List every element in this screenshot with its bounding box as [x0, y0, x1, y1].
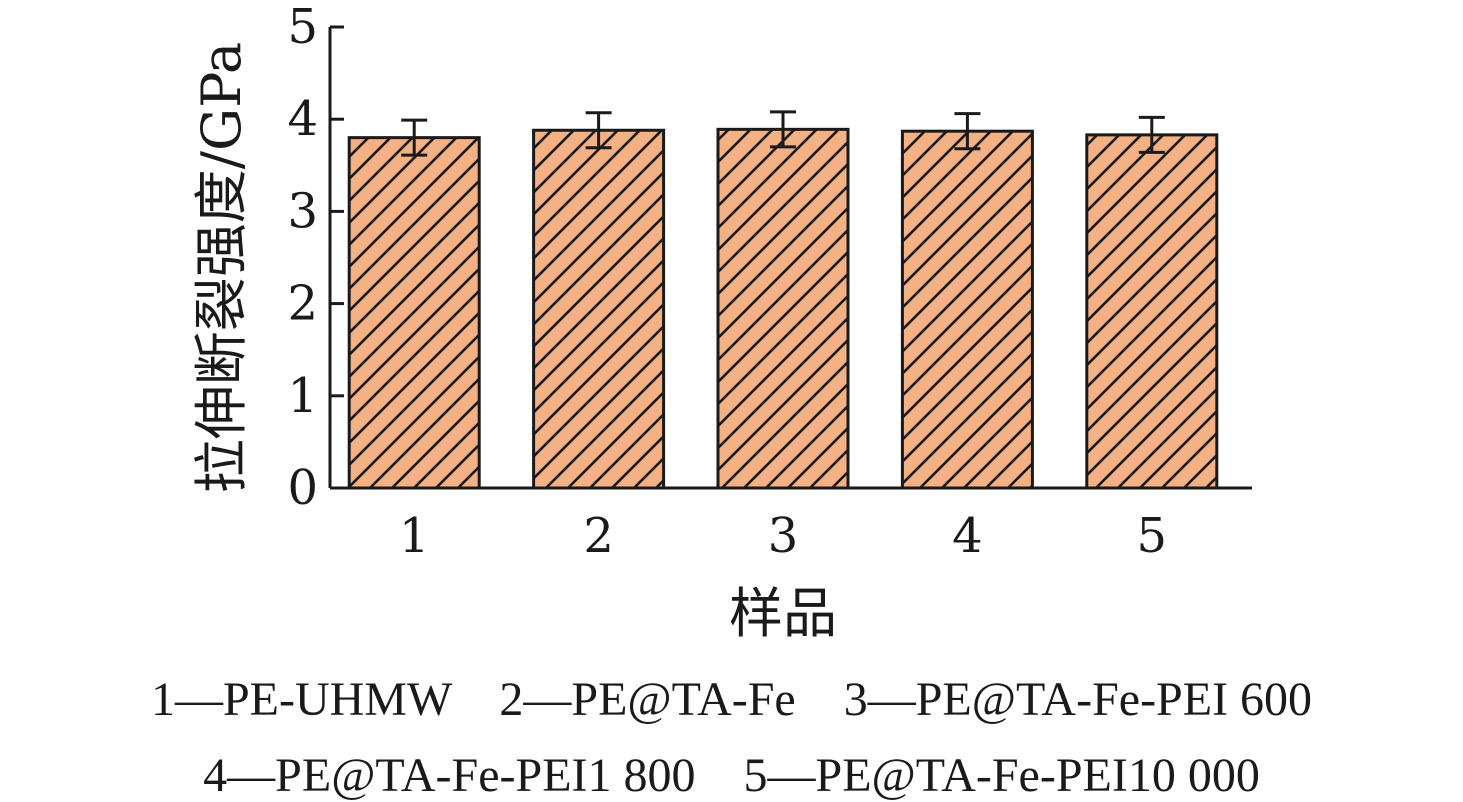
y-tick-label-4: 4 [287, 91, 318, 147]
bar-4 [900, 129, 1034, 490]
y-axis-label: 拉伸断裂强度/GPa [190, 42, 253, 493]
y-tick-label-3: 3 [287, 183, 318, 239]
x-tick-label-1: 1 [399, 508, 430, 564]
bar-hatch-2 [532, 128, 666, 490]
bar-hatch-5 [1085, 133, 1219, 490]
error-bars-layer [401, 110, 1165, 157]
bar-hatch-3 [716, 127, 850, 490]
x-tick-label-5: 5 [1137, 508, 1168, 564]
bar-hatch-1 [347, 136, 481, 490]
y-tick-label-1: 1 [287, 368, 318, 424]
y-tick-label-5: 5 [287, 0, 318, 55]
x-tick-label-3: 3 [768, 508, 799, 564]
x-tick-label-2: 2 [583, 508, 614, 564]
y-tick-label-0: 0 [287, 460, 318, 516]
error-bar-2 [585, 111, 612, 150]
legend-note-line-2: 4—PE@TA-Fe-PEI1 800 5—PE@TA-Fe-PEI10 000 [203, 749, 1260, 802]
x-axis-label: 样品 [729, 582, 837, 645]
y-tick-label-2: 2 [287, 276, 318, 332]
bar-2 [532, 128, 666, 490]
error-bar-1 [401, 118, 428, 157]
bar-1 [347, 136, 481, 490]
x-tick-label-4: 4 [952, 508, 983, 564]
bar-hatch-4 [900, 129, 1034, 490]
bars-layer [347, 127, 1219, 490]
error-bar-5 [1138, 115, 1165, 154]
bar-5 [1085, 133, 1219, 490]
y-ticks: 0 1 2 3 4 5 [287, 0, 344, 516]
error-bar-4 [954, 112, 981, 151]
error-bar-3 [770, 110, 796, 149]
x-ticks: 1 2 3 4 5 [399, 508, 1167, 564]
bar-3 [716, 127, 850, 490]
legend-note-line-1: 1—PE-UHMW 2—PE@TA-Fe 3—PE@TA-Fe-PEI 600 [150, 673, 1313, 726]
